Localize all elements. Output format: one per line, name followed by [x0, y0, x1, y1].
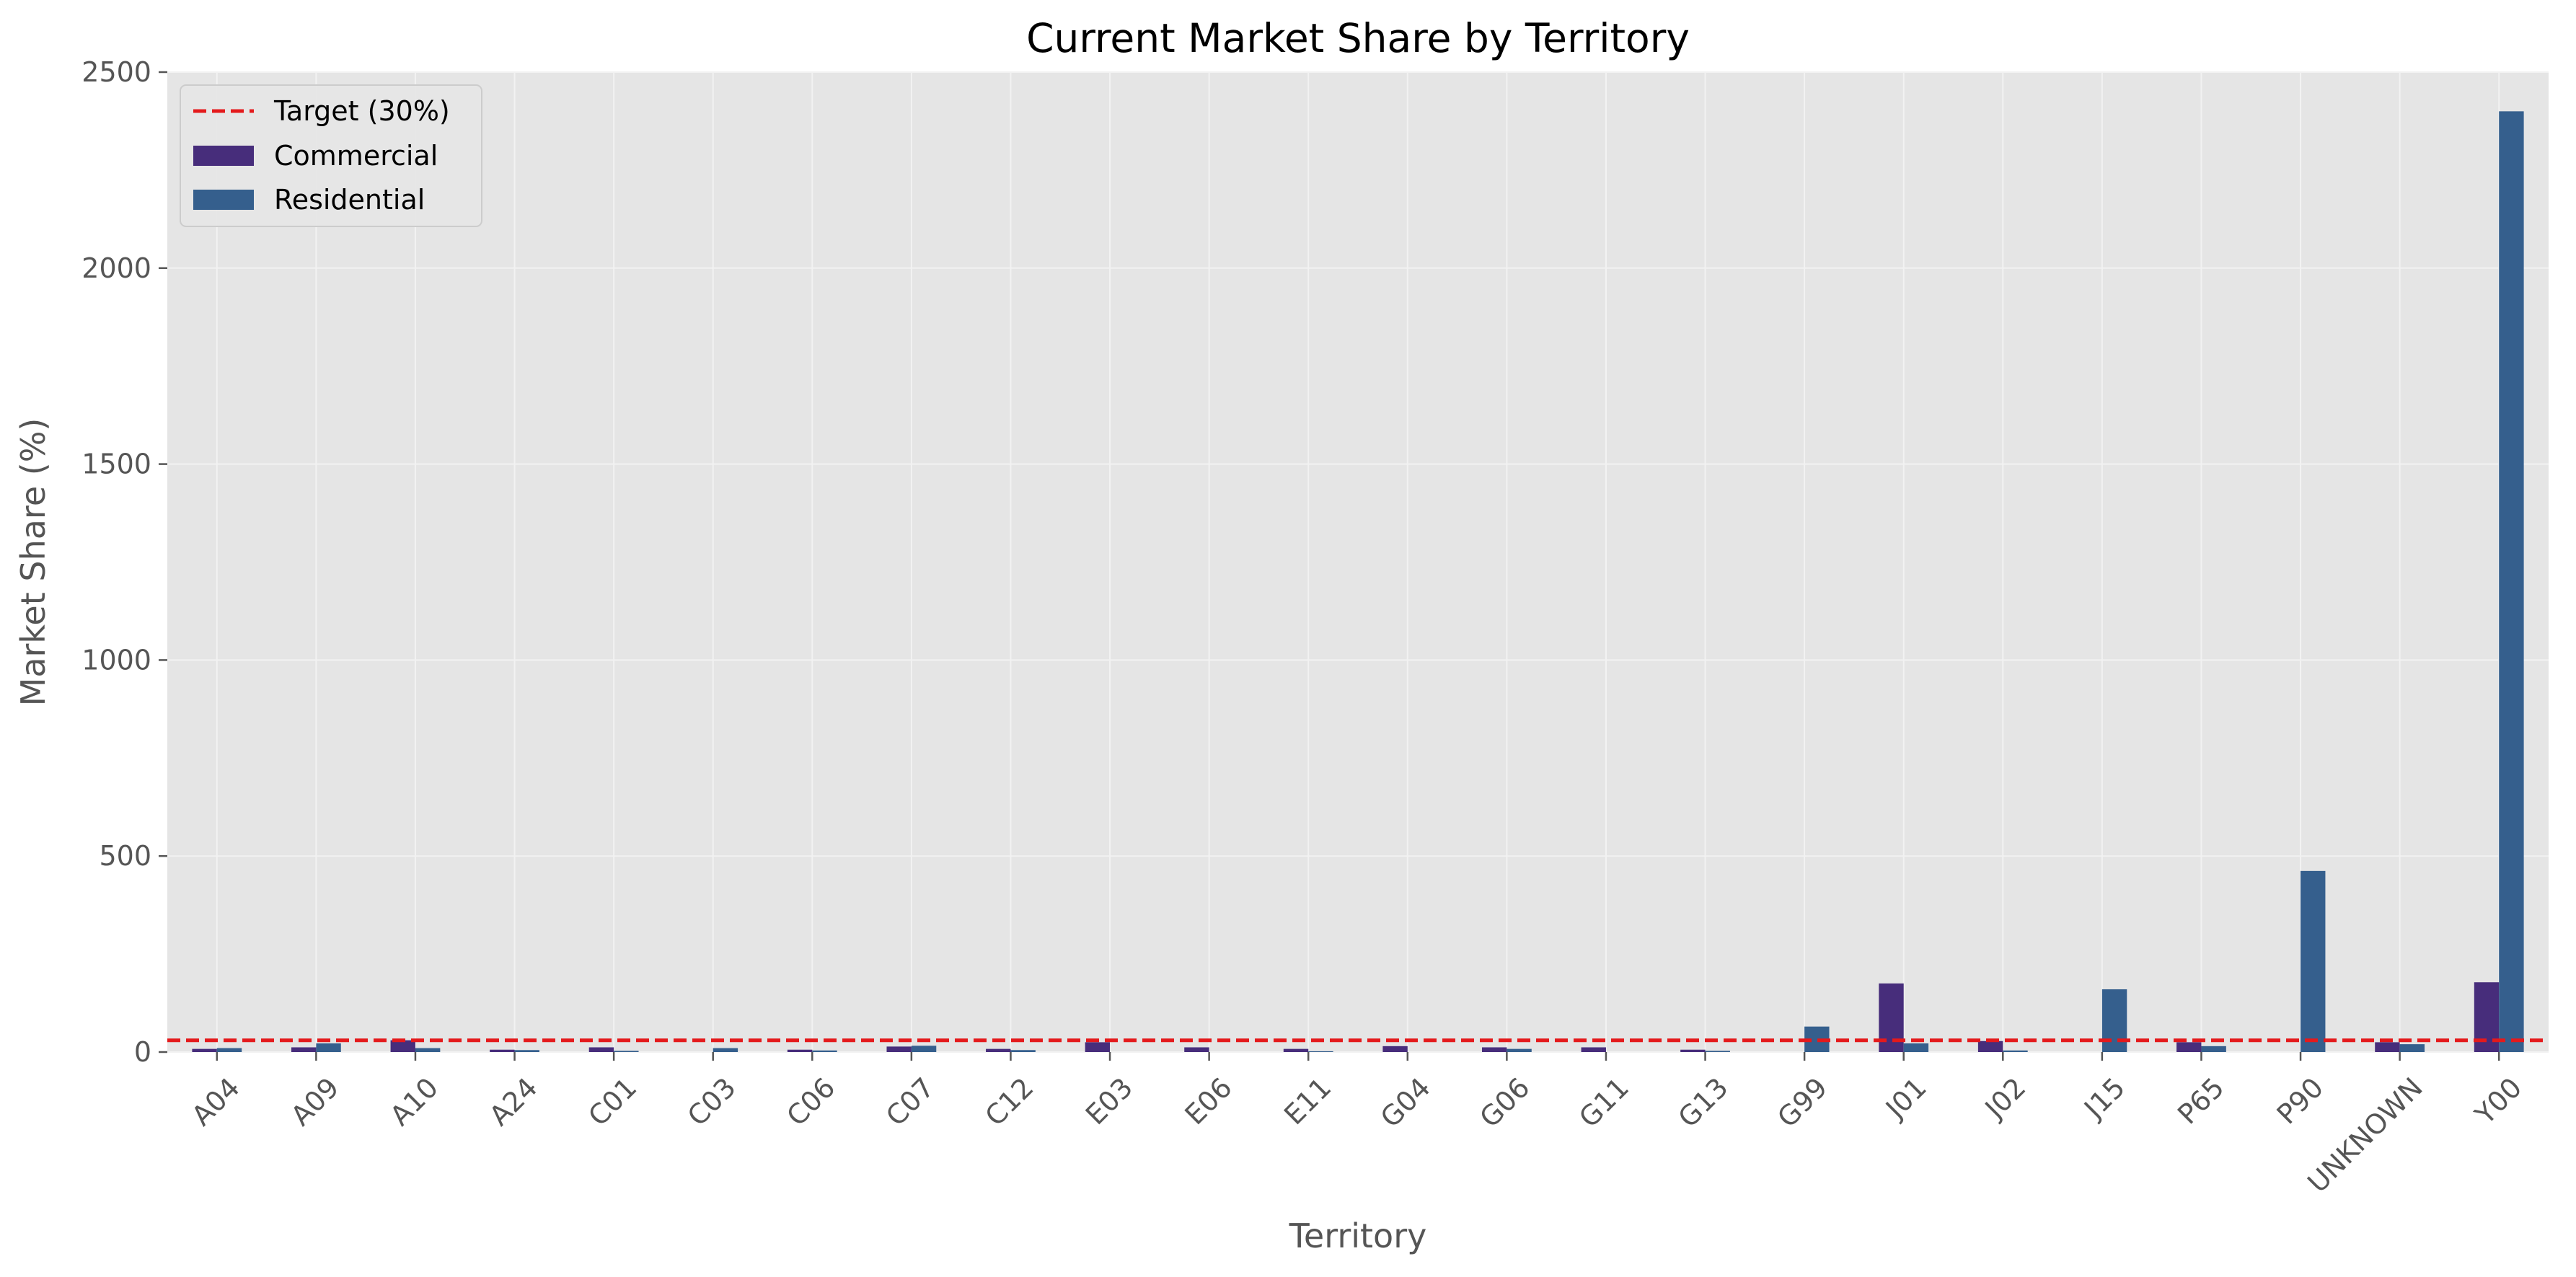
- y-tick-label: 500: [99, 840, 151, 872]
- x-tick-label-a04: A04: [185, 1071, 246, 1132]
- grid-lines: [167, 71, 2549, 1053]
- legend-swatch-commercial: [193, 146, 254, 166]
- bar-residential-c01: [614, 1051, 639, 1052]
- bar-commercial-e06: [1184, 1047, 1209, 1052]
- bar-residential-a24: [514, 1050, 539, 1052]
- bar-commercial-a04: [192, 1048, 217, 1052]
- x-axis-label: Territory: [1289, 1216, 1427, 1255]
- x-tick-label-g04: G04: [1375, 1071, 1437, 1134]
- legend-swatch-residential: [193, 190, 254, 210]
- bar-commercial-a10: [390, 1040, 415, 1052]
- bar-residential-p90: [2301, 870, 2326, 1052]
- x-tick-label-a24: A24: [483, 1071, 544, 1132]
- y-tick-label: 0: [134, 1036, 151, 1068]
- x-tick-label-c06: C06: [780, 1071, 841, 1132]
- bar-residential-g13: [1705, 1051, 1730, 1052]
- bar-commercial-j02: [1977, 1040, 2003, 1052]
- y-tick-label: 2500: [81, 56, 151, 88]
- x-tick-label-g13: G13: [1672, 1071, 1734, 1134]
- legend-label-commercial: Commercial: [274, 140, 438, 172]
- y-axis-label: Market Share (%): [14, 418, 53, 707]
- bar-residential-a04: [216, 1048, 242, 1052]
- x-tick-label-a10: A10: [384, 1071, 444, 1132]
- bar-commercial-g04: [1382, 1046, 1408, 1052]
- x-tick-label-y00: Y00: [2469, 1071, 2528, 1131]
- x-tick-label-j15: J15: [2077, 1071, 2131, 1126]
- bar-residential-unknown: [2399, 1044, 2425, 1052]
- bars: [192, 111, 2524, 1053]
- y-tick-label: 1500: [81, 449, 151, 480]
- bar-commercial-p65: [2176, 1042, 2202, 1052]
- bar-commercial-g06: [1481, 1047, 1507, 1052]
- legend-box: [180, 84, 482, 227]
- x-tick-label-c07: C07: [880, 1071, 940, 1132]
- x-tick-label-e11: E11: [1278, 1071, 1337, 1131]
- bar-residential-a09: [316, 1043, 341, 1052]
- bar-residential-e11: [1308, 1051, 1333, 1052]
- bar-commercial-a09: [291, 1047, 317, 1052]
- x-tick-label-p90: P90: [2271, 1071, 2330, 1131]
- x-tick-label-j02: J02: [1978, 1071, 2032, 1126]
- legend-label-residential: Residential: [274, 184, 425, 216]
- legend: Target (30%) Commercial Residential: [180, 84, 482, 227]
- bar-commercial-g11: [1581, 1047, 1606, 1052]
- bar-commercial-unknown: [2375, 1042, 2400, 1052]
- bar-residential-p65: [2201, 1046, 2226, 1052]
- chart-title: Current Market Share by Territory: [1026, 15, 1690, 61]
- y-tick-label: 1000: [81, 644, 151, 676]
- bar-commercial-e11: [1283, 1048, 1309, 1052]
- bar-commercial-c06: [787, 1049, 813, 1052]
- bar-residential-c06: [812, 1050, 837, 1052]
- bar-residential-a10: [415, 1048, 441, 1052]
- bar-residential-j15: [2101, 989, 2127, 1052]
- bar-residential-g06: [1507, 1048, 1532, 1052]
- bar-residential-y00: [2499, 111, 2524, 1053]
- x-tick-label-j01: J01: [1879, 1071, 1933, 1126]
- bar-residential-c12: [1010, 1050, 1036, 1052]
- x-tick-label-p65: P65: [2171, 1071, 2231, 1131]
- bar-residential-j02: [2003, 1050, 2028, 1052]
- x-tick-label-g11: G11: [1573, 1071, 1635, 1134]
- x-tick-label-c03: C03: [682, 1071, 742, 1132]
- x-tick-label-c01: C01: [582, 1071, 643, 1132]
- x-tick-label-g99: G99: [1771, 1071, 1833, 1134]
- bar-residential-c03: [713, 1048, 738, 1052]
- bar-commercial-e03: [1085, 1042, 1111, 1052]
- bar-residential-j01: [1903, 1043, 1929, 1052]
- plot-background: [167, 72, 2549, 1052]
- legend-label-target: Target (30%): [273, 95, 450, 127]
- bar-commercial-a24: [490, 1049, 515, 1052]
- bar-commercial-c12: [986, 1048, 1011, 1052]
- x-tick-label-e03: E03: [1080, 1071, 1139, 1131]
- x-tick-label-c12: C12: [979, 1071, 1040, 1132]
- x-tick-label-e06: E06: [1178, 1071, 1238, 1131]
- bar-commercial-c07: [886, 1046, 912, 1052]
- x-tick-label-a09: A09: [285, 1071, 345, 1132]
- bar-commercial-g13: [1680, 1049, 1706, 1052]
- y-tick-label: 2000: [81, 252, 151, 284]
- x-tick-label-g06: G06: [1473, 1071, 1535, 1134]
- bar-commercial-c01: [588, 1047, 614, 1052]
- bar-residential-c07: [911, 1046, 937, 1052]
